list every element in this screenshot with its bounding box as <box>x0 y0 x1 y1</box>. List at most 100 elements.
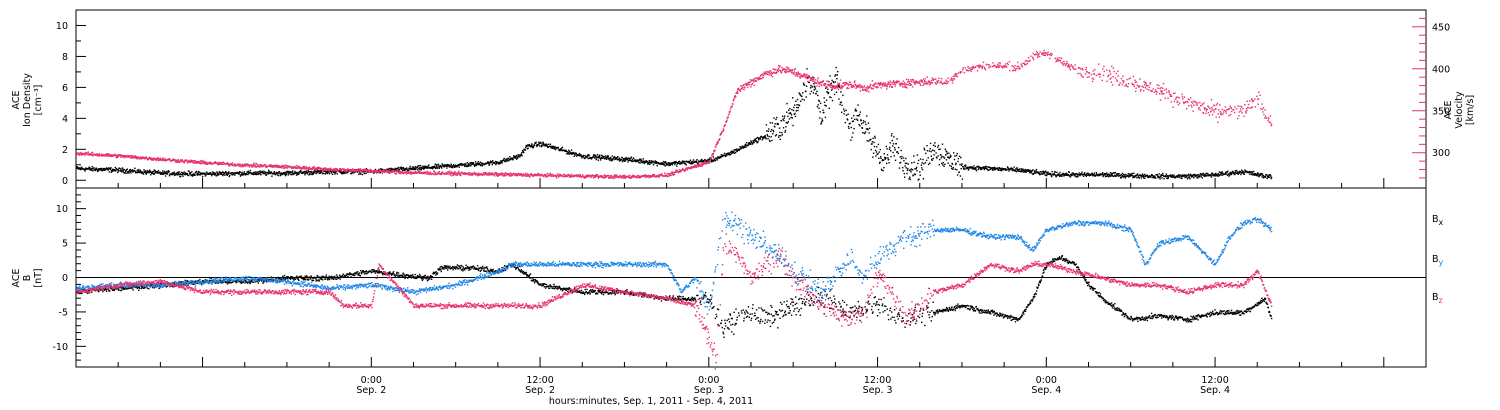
velocity-point <box>350 170 352 173</box>
velocity-point <box>91 151 94 154</box>
density-point <box>956 152 958 155</box>
density-point <box>1060 175 1062 177</box>
velocity-point <box>435 173 438 176</box>
density-point <box>380 168 382 170</box>
density-point <box>643 161 645 164</box>
velocity-point <box>632 174 634 176</box>
density-point <box>457 164 460 167</box>
density-point <box>567 151 569 153</box>
density-point <box>1109 175 1111 177</box>
density-point <box>1244 169 1246 171</box>
velocity-point <box>310 168 313 170</box>
density-point <box>1143 177 1145 179</box>
density-point <box>262 172 265 175</box>
density-point <box>891 139 893 142</box>
density-point <box>1068 171 1070 174</box>
density-point <box>857 104 859 106</box>
density-point <box>1184 174 1187 176</box>
density-point <box>759 137 761 139</box>
density-point <box>943 157 946 159</box>
density-point <box>1073 173 1076 175</box>
velocity-point <box>161 159 164 161</box>
density-point <box>1229 171 1232 174</box>
velocity-point <box>705 162 708 164</box>
density-point <box>529 145 531 147</box>
velocity-point <box>670 174 672 177</box>
density-point <box>1200 175 1202 178</box>
velocity-point <box>614 175 616 178</box>
density-point <box>929 162 931 164</box>
density-point <box>748 143 750 145</box>
density-point <box>128 172 130 174</box>
density-point <box>729 153 732 156</box>
velocity-point <box>360 170 362 173</box>
density-point <box>1103 174 1105 176</box>
density-point <box>954 168 956 170</box>
velocity-point <box>184 160 186 163</box>
density-point <box>625 158 627 160</box>
density-point <box>901 155 903 158</box>
velocity-point <box>286 167 289 169</box>
velocity-point <box>467 173 469 175</box>
velocity-point <box>463 173 466 175</box>
density-point <box>313 171 315 174</box>
density-point <box>868 127 871 129</box>
density-point <box>1009 168 1011 171</box>
density-point <box>1203 174 1205 176</box>
density-point <box>320 170 322 173</box>
density-point <box>934 142 936 144</box>
density-point <box>598 155 600 157</box>
velocity-point <box>163 160 165 162</box>
density-point <box>108 171 111 173</box>
density-point <box>904 165 906 167</box>
density-point <box>932 157 934 160</box>
density-point <box>761 136 763 138</box>
density-point <box>499 162 501 164</box>
density-point <box>1088 173 1090 175</box>
velocity-point <box>569 176 572 178</box>
velocity-point <box>76 153 78 156</box>
velocity-point <box>700 164 702 167</box>
density-point <box>1076 173 1078 175</box>
density-point <box>664 165 666 167</box>
density-point <box>203 172 205 174</box>
density-point <box>953 152 955 154</box>
velocity-point <box>851 84 853 86</box>
density-point <box>690 162 693 164</box>
velocity-point <box>350 170 352 172</box>
density-point <box>1133 176 1136 178</box>
density-point <box>708 158 711 160</box>
density-point <box>1107 173 1109 175</box>
density-point <box>605 156 607 158</box>
density-point <box>304 172 307 174</box>
velocity-point <box>540 175 542 177</box>
density-point <box>662 163 664 166</box>
velocity-point <box>244 165 247 167</box>
density-point <box>527 144 529 146</box>
velocity-point <box>843 82 845 84</box>
density-point <box>289 171 291 173</box>
density-point <box>1221 174 1223 176</box>
density-point <box>298 173 300 175</box>
density-point <box>733 149 735 151</box>
density-point <box>464 163 467 165</box>
density-point <box>638 161 640 164</box>
density-point <box>1166 175 1168 177</box>
density-point <box>441 163 443 165</box>
density-point <box>1253 170 1255 173</box>
density-point <box>84 170 86 172</box>
density-point <box>1249 173 1251 175</box>
velocity-point <box>424 172 426 175</box>
density-point <box>225 171 227 174</box>
density-point <box>1188 177 1190 179</box>
density-point <box>1034 172 1036 174</box>
velocity-point <box>759 76 761 78</box>
velocity-point <box>272 165 274 167</box>
velocity-point <box>397 171 400 174</box>
velocity-point <box>181 159 183 161</box>
density-point <box>313 172 316 174</box>
density-point <box>343 171 345 173</box>
density-point <box>136 169 138 171</box>
density-point <box>1035 170 1037 172</box>
velocity-point <box>866 89 868 91</box>
